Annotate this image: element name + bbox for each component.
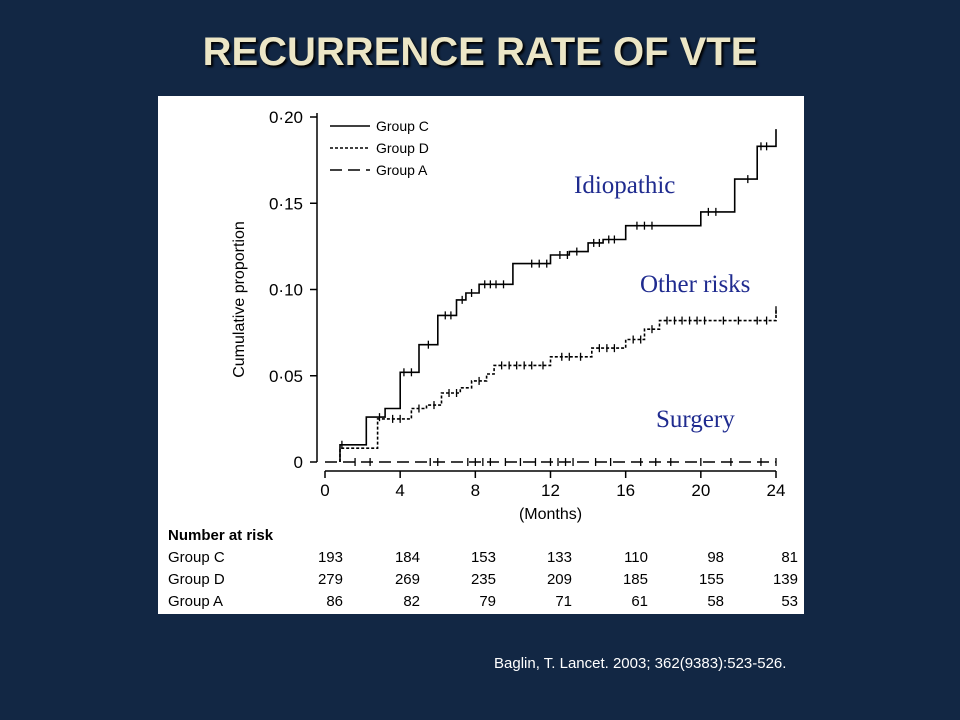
x-tick-label: 16: [616, 481, 635, 500]
risk-cell: 82: [403, 593, 420, 610]
risk-cell: 235: [471, 571, 496, 588]
x-tick-label: 24: [767, 481, 786, 500]
legend-label: Group D: [376, 140, 429, 156]
x-axis-title: (Months): [519, 506, 582, 523]
annotation-idiopathic: Idiopathic: [574, 172, 675, 199]
y-tick-label: 0·05: [269, 367, 303, 386]
legend: Group C Group D Group A: [330, 118, 429, 178]
series-line-group-d: [339, 310, 777, 462]
x-tick-label: 8: [471, 481, 480, 500]
y-tick-label: 0: [294, 453, 303, 472]
risk-cell: 153: [471, 549, 496, 566]
annotation-other-risks: Other risks: [640, 271, 750, 298]
risk-cell: 110: [624, 549, 648, 566]
y-tick-label: 0·15: [269, 194, 303, 213]
risk-cell: 209: [547, 571, 572, 588]
x-tick-label: 0: [320, 481, 329, 500]
x-tick-label: 4: [395, 481, 404, 500]
censor-marks: [341, 142, 777, 466]
axes: 0 0·05 0·10 0·15 0·20 0 4 8 12 16 20 24 (Months) Cumu…: [231, 108, 785, 523]
risk-cell: 133: [547, 549, 572, 566]
risk-cell: 61: [631, 593, 648, 610]
slide-title: RECURRENCE RATE OF VTE: [202, 30, 758, 74]
risk-cell: 185: [623, 571, 648, 588]
risk-cell: 279: [318, 571, 343, 588]
risk-table-title: Number at risk: [168, 527, 274, 544]
risk-cell: 86: [326, 593, 343, 610]
y-tick-label: 0·20: [269, 108, 303, 127]
legend-label: Group C: [376, 118, 429, 134]
y-tick-label: 0·10: [269, 281, 303, 300]
legend-label: Group A: [376, 162, 428, 178]
risk-row-label: Group A: [168, 593, 223, 610]
y-axis-title: Cumulative proportion: [231, 221, 248, 378]
x-tick-label: 20: [691, 481, 710, 500]
annotation-surgery: Surgery: [656, 406, 735, 433]
risk-table: Number at risk Group C 193 184 153 133 110 98 81…: [168, 527, 798, 610]
risk-cell: 58: [707, 593, 724, 610]
series-line-group-c: [339, 129, 777, 462]
risk-cell: 193: [318, 549, 343, 566]
risk-cell: 155: [699, 571, 724, 588]
risk-cell: 269: [395, 571, 420, 588]
risk-cell: 139: [773, 571, 798, 588]
km-chart: 0 0·05 0·10 0·15 0·20 0 4 8 12 16 20 24 (Months) Cumu…: [168, 108, 798, 610]
risk-cell: 184: [395, 549, 420, 566]
km-figure: 0 0·05 0·10 0·15 0·20 0 4 8 12 16 20 24 (Months) Cumu…: [158, 96, 804, 614]
risk-cell: 53: [781, 593, 798, 610]
risk-cell: 79: [479, 593, 496, 610]
risk-row-label: Group C: [168, 549, 225, 566]
risk-cell: 98: [707, 549, 724, 566]
x-tick-label: 12: [541, 481, 560, 500]
series-annotations: Idiopathic Other risks Surgery: [574, 172, 750, 433]
citation: Baglin, T. Lancet. 2003; 362(9383):523-5…: [494, 655, 787, 672]
risk-row-label: Group D: [168, 571, 225, 588]
risk-cell: 71: [555, 593, 572, 610]
risk-cell: 81: [781, 549, 798, 566]
